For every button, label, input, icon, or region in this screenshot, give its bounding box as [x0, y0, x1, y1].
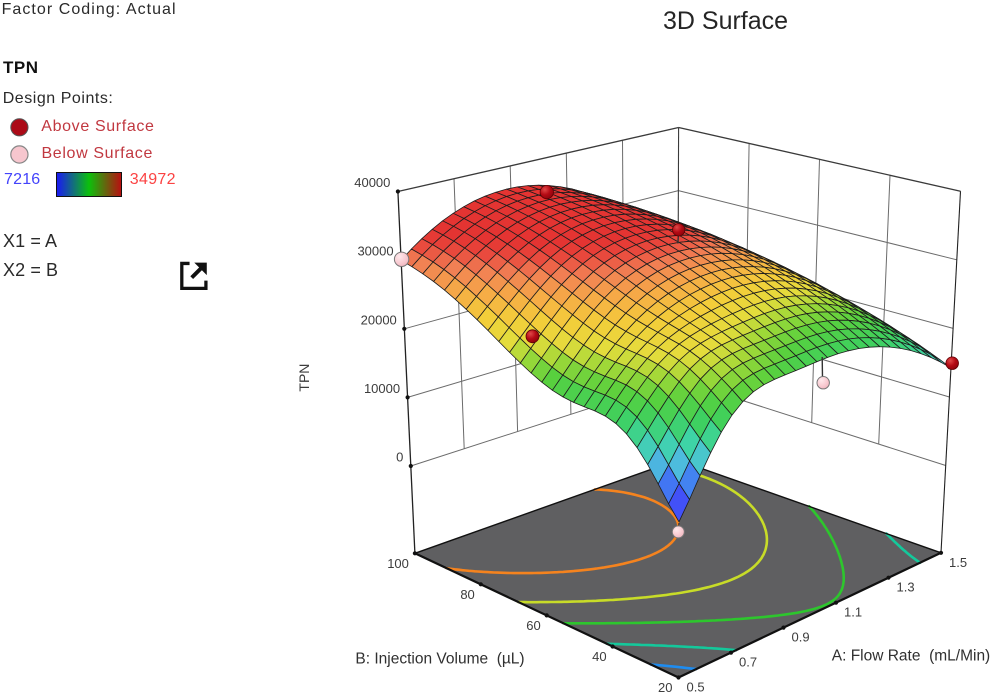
svg-text:1.5: 1.5 — [949, 555, 967, 570]
svg-text:20000: 20000 — [361, 312, 397, 327]
svg-text:A: Flow Rate (mL/Min): A: Flow Rate (mL/Min) — [832, 648, 990, 665]
svg-text:10000: 10000 — [364, 381, 400, 396]
svg-text:20: 20 — [658, 680, 672, 695]
svg-text:B: Injection Volume (µL): B: Injection Volume (µL) — [355, 651, 524, 668]
svg-text:100: 100 — [387, 556, 409, 571]
svg-text:40000: 40000 — [354, 175, 390, 190]
svg-text:0: 0 — [396, 450, 403, 465]
svg-text:1.3: 1.3 — [897, 580, 915, 595]
svg-text:40: 40 — [592, 649, 606, 664]
svg-text:TPN: TPN — [296, 364, 312, 392]
svg-text:30000: 30000 — [357, 244, 393, 259]
svg-text:1.1: 1.1 — [844, 605, 862, 620]
svg-text:0.9: 0.9 — [792, 630, 810, 645]
svg-text:60: 60 — [526, 618, 540, 633]
svg-text:80: 80 — [460, 587, 474, 602]
svg-text:0.7: 0.7 — [739, 655, 757, 670]
svg-text:0.5: 0.5 — [687, 680, 705, 695]
